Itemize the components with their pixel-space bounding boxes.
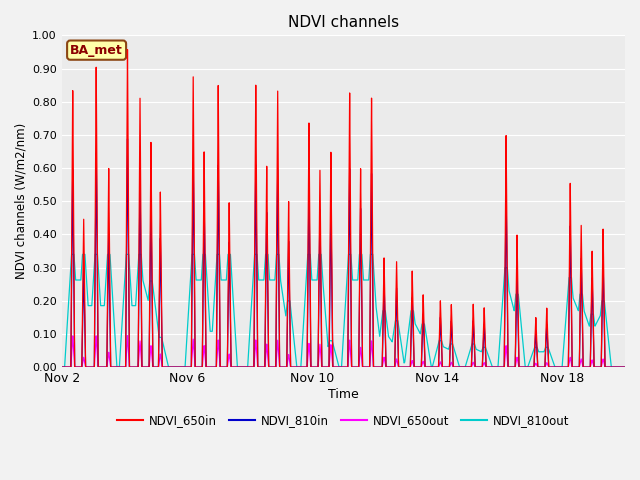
Y-axis label: NDVI channels (W/m2/nm): NDVI channels (W/m2/nm) — [15, 123, 28, 279]
X-axis label: Time: Time — [328, 388, 359, 401]
Text: BA_met: BA_met — [70, 44, 123, 57]
Legend: NDVI_650in, NDVI_810in, NDVI_650out, NDVI_810out: NDVI_650in, NDVI_810in, NDVI_650out, NDV… — [113, 409, 574, 432]
Title: NDVI channels: NDVI channels — [288, 15, 399, 30]
